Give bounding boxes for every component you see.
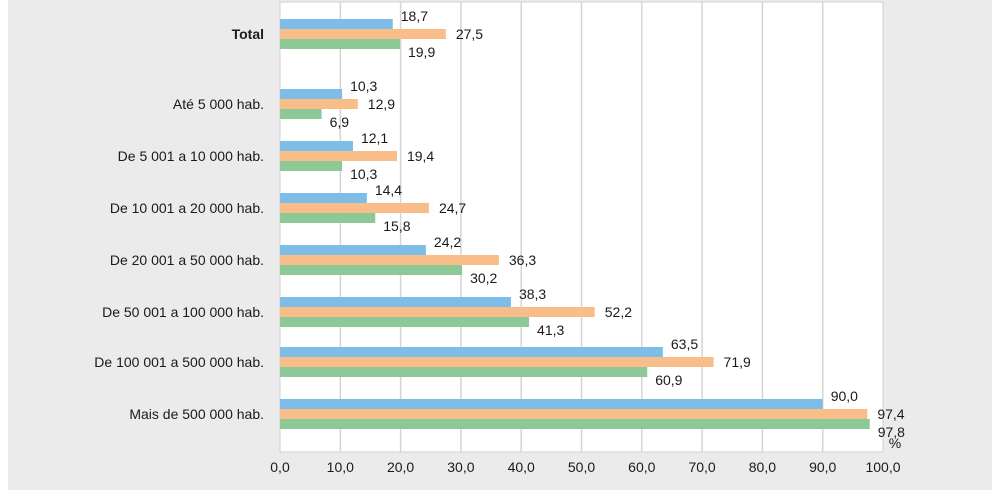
x-tick-label: 40,0 bbox=[508, 459, 535, 475]
category-label: Até 5 000 hab. bbox=[173, 96, 264, 112]
x-tick-label: 50,0 bbox=[568, 459, 595, 475]
x-tick-label: 80,0 bbox=[749, 459, 776, 475]
category-label: De 50 001 a 100 000 hab. bbox=[102, 304, 264, 320]
value-label: 10,3 bbox=[350, 166, 377, 182]
value-label: 24,2 bbox=[434, 234, 461, 250]
bar bbox=[280, 357, 714, 367]
value-label: 97,4 bbox=[877, 406, 904, 422]
category-labels: Total Até 5 000 hab. De 5 001 a 10 000 hab… bbox=[94, 26, 264, 422]
x-tick-label: 20,0 bbox=[387, 459, 414, 475]
bar bbox=[280, 99, 358, 109]
bar bbox=[280, 141, 353, 151]
value-label: 6,9 bbox=[330, 114, 350, 130]
x-tick-label: 10,0 bbox=[327, 459, 354, 475]
bar bbox=[280, 19, 393, 29]
value-label: 60,9 bbox=[655, 372, 682, 388]
bar bbox=[280, 39, 400, 49]
x-tick-label: 0,0 bbox=[270, 459, 290, 475]
bar bbox=[280, 399, 823, 409]
bar bbox=[280, 193, 367, 203]
value-label: 90,0 bbox=[831, 388, 858, 404]
value-label: 63,5 bbox=[671, 336, 698, 352]
bar bbox=[280, 161, 343, 171]
bar bbox=[280, 419, 870, 429]
x-tick-label: 70,0 bbox=[688, 459, 715, 475]
bar bbox=[280, 213, 376, 223]
category-label: Mais de 500 000 hab. bbox=[129, 406, 264, 422]
value-label: 19,4 bbox=[407, 148, 434, 164]
category-label: De 5 001 a 10 000 hab. bbox=[118, 148, 264, 164]
bar bbox=[280, 265, 463, 275]
value-labels: 18,727,519,910,312,96,912,119,410,314,42… bbox=[330, 8, 906, 440]
bar bbox=[280, 347, 663, 357]
value-label: 14,4 bbox=[375, 182, 402, 198]
bar bbox=[280, 367, 648, 377]
value-label: 97,8 bbox=[878, 424, 905, 440]
x-tick-label: 90,0 bbox=[809, 459, 836, 475]
x-tick-label: 30,0 bbox=[447, 459, 474, 475]
bar bbox=[280, 109, 322, 119]
value-label: 38,3 bbox=[519, 286, 546, 302]
value-label: 36,3 bbox=[509, 252, 536, 268]
bar bbox=[280, 409, 868, 419]
bar bbox=[280, 255, 499, 265]
bar bbox=[280, 203, 429, 213]
bar bbox=[280, 307, 595, 317]
category-label: De 20 001 a 50 000 hab. bbox=[110, 252, 264, 268]
value-label: 52,2 bbox=[605, 304, 632, 320]
value-label: 27,5 bbox=[456, 26, 483, 42]
bar bbox=[280, 245, 426, 255]
value-label: 71,9 bbox=[724, 354, 751, 370]
category-label: De 100 001 a 500 000 hab. bbox=[94, 354, 264, 370]
category-label: Total bbox=[232, 26, 264, 42]
bar bbox=[280, 297, 511, 307]
x-axis-ticks: 0,0 10,0 20,0 30,0 40,0 50,0 60,0 70,0 80,0 90,0 1… bbox=[270, 459, 900, 475]
bars bbox=[280, 19, 870, 429]
value-label: 41,3 bbox=[537, 322, 564, 338]
value-label: 24,7 bbox=[439, 200, 466, 216]
value-label: 30,2 bbox=[470, 270, 497, 286]
bar bbox=[280, 317, 530, 327]
x-tick-label: 60,0 bbox=[628, 459, 655, 475]
category-label: De 10 001 a 20 000 hab. bbox=[110, 200, 264, 216]
value-label: 19,9 bbox=[408, 44, 435, 60]
bar bbox=[280, 89, 343, 99]
value-label: 12,1 bbox=[361, 130, 388, 146]
value-label: 15,8 bbox=[383, 218, 410, 234]
value-label: 12,9 bbox=[368, 96, 395, 112]
bar bbox=[280, 151, 397, 161]
value-label: 10,3 bbox=[350, 78, 377, 94]
unit-label: % bbox=[889, 435, 901, 451]
x-tick-label: 100,0 bbox=[865, 459, 900, 475]
bar bbox=[280, 29, 446, 39]
value-label: 18,7 bbox=[401, 8, 428, 24]
